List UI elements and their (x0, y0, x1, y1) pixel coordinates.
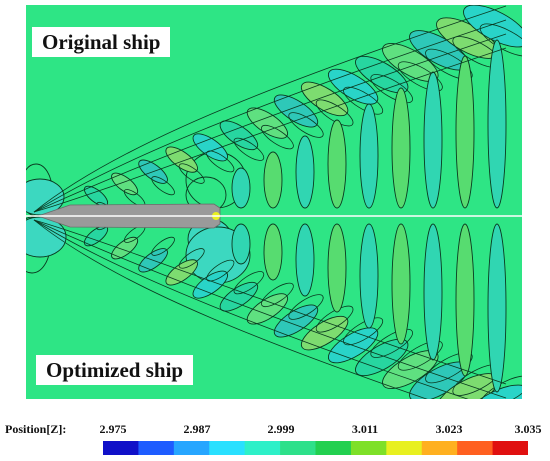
contour-line (288, 294, 324, 320)
wave-contour-plot: Original ship Optimized ship (26, 5, 522, 399)
contour-line (315, 305, 354, 333)
contour-line (327, 119, 347, 209)
contour-line (111, 236, 139, 260)
contour-line (178, 163, 205, 184)
colorbar-segment (209, 441, 246, 455)
contour-line (487, 223, 507, 393)
contour-line (391, 223, 411, 345)
panel-label-original: Original ship (32, 27, 171, 57)
contour-line (391, 87, 411, 209)
contour-line (455, 55, 475, 209)
contour-line (33, 219, 507, 399)
colorbar-tick: 3.035 (514, 422, 542, 436)
contour-line (343, 317, 384, 346)
contour-line (455, 223, 475, 377)
contour-line (33, 219, 507, 385)
contour-svg (26, 5, 522, 399)
contour-line (425, 352, 473, 384)
contour-line (151, 236, 175, 256)
colorbar-title: Position[Z]: (5, 422, 67, 436)
colorbar-segment (457, 441, 494, 455)
contour-line (327, 223, 347, 313)
contour-line (33, 5, 507, 213)
contour-line (233, 137, 265, 161)
contour-line (261, 124, 294, 150)
contour-line (33, 19, 507, 213)
contour-line (425, 48, 473, 80)
contour-line (33, 47, 507, 213)
panel-label-optimized: Optimized ship (36, 355, 194, 385)
contour-line (263, 223, 283, 281)
contour-line (370, 74, 413, 104)
contour-line (315, 99, 354, 127)
contour-line (33, 219, 469, 399)
contour-line (397, 340, 443, 371)
contour-line (423, 71, 443, 209)
contour-line (359, 223, 379, 329)
colorbar-tick: 2.975 (99, 422, 127, 436)
colorbar-segment (138, 441, 175, 455)
contour-line (397, 61, 443, 92)
colorbar-segment (421, 441, 458, 455)
colorbar-segment (103, 441, 140, 455)
colorbar-segment (280, 441, 317, 455)
contour-line (288, 112, 324, 138)
colorbar-segment (244, 441, 281, 455)
colorbar-segment (350, 441, 387, 455)
contour-line (178, 248, 205, 269)
contour-line (463, 384, 522, 399)
contour-line (33, 33, 507, 213)
colorbar-tick: 3.023 (435, 422, 463, 436)
colorbar-segment (386, 441, 423, 455)
contour-line (263, 151, 283, 209)
contour-line (370, 328, 413, 358)
contour-line (151, 176, 175, 196)
contour-line (261, 282, 294, 308)
colorbar-tick: 2.999 (267, 422, 295, 436)
contour-line (295, 135, 315, 209)
contour-line (231, 223, 251, 265)
contour-line (231, 167, 251, 209)
contour-line (111, 172, 139, 196)
colorbar-segment (315, 441, 352, 455)
contour-line (359, 103, 379, 209)
contour-line (33, 219, 428, 399)
colorbar (103, 441, 528, 455)
contour-line (423, 223, 443, 361)
colorbar-tick: 3.011 (351, 422, 379, 436)
contour-line (295, 223, 315, 297)
contour-line (233, 271, 265, 295)
colorbar-segment (173, 441, 210, 455)
colorbar-segment (492, 441, 528, 455)
contour-line (343, 86, 384, 115)
contour-line (463, 5, 522, 48)
contour-line (487, 39, 507, 209)
colorbar-tick: 2.987 (183, 422, 211, 436)
